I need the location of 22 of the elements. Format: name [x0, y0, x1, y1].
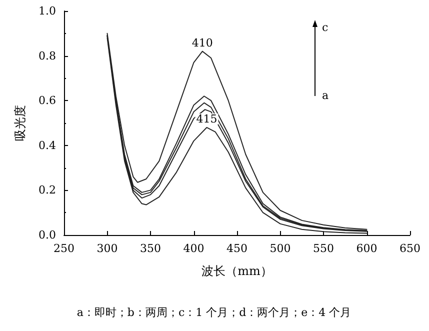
text: a：即时；b：两周；c：1 个月；d：两个月；e：4 个月 — [76, 306, 352, 319]
y-axis-title: 吸光度 — [13, 105, 27, 141]
annotation: 415 — [196, 112, 218, 126]
x-tick-label: 250 — [54, 242, 74, 255]
x-axis-title: 波长（mm） — [202, 264, 272, 278]
x-tick-label: 500 — [270, 242, 291, 255]
y-tick-label: 0.2 — [38, 184, 56, 197]
x-tick-label: 600 — [356, 242, 378, 255]
annotation: c — [322, 21, 328, 34]
y-tick-label: 0.6 — [38, 94, 56, 108]
x-tick-label: 350 — [140, 242, 161, 255]
x-tick-label: 650 — [400, 242, 420, 255]
y-tick-label: 0.8 — [38, 49, 56, 62]
x-tick-label: 400 — [183, 242, 204, 255]
y-tick-label: 0.4 — [38, 138, 56, 152]
annotation: a — [322, 89, 329, 102]
x-tick-label: 550 — [313, 242, 334, 255]
y-tick-label: 0.0 — [38, 228, 56, 242]
annotation: 410 — [192, 36, 213, 50]
x-tick-label: 450 — [226, 242, 248, 255]
y-tick-label: 1.0 — [38, 4, 56, 18]
x-tick-label: 300 — [96, 242, 118, 255]
